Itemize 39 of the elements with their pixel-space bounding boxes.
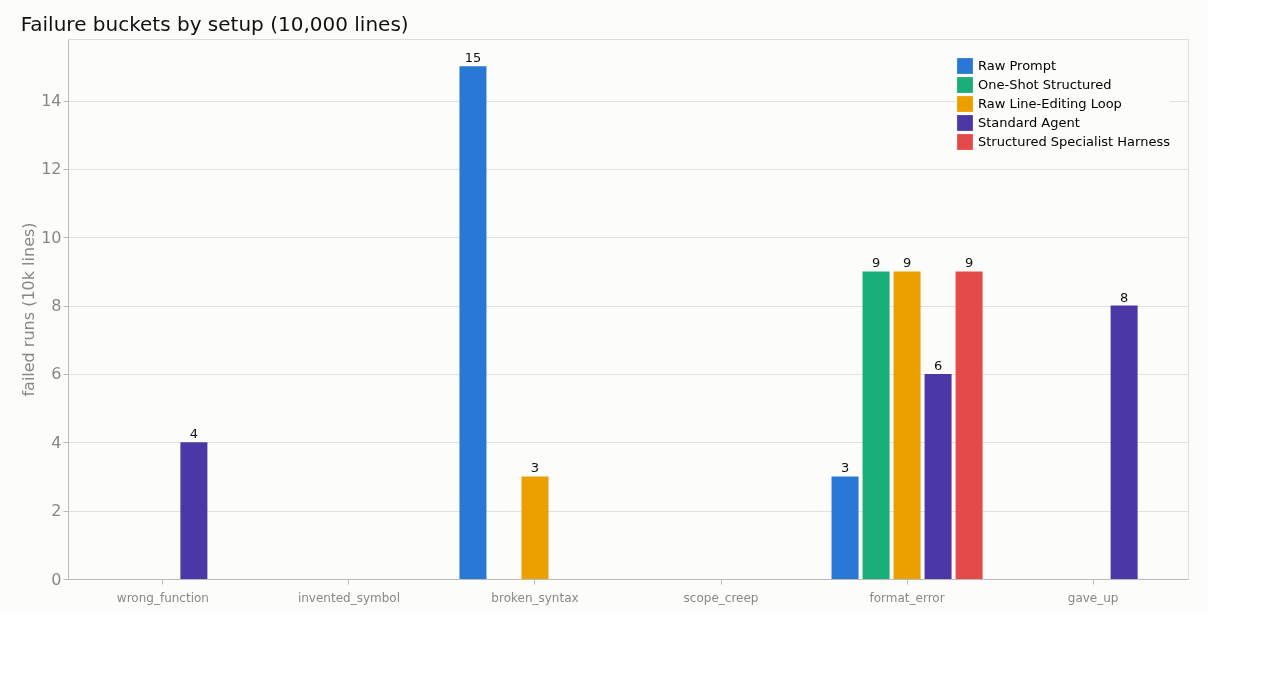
bar bbox=[831, 476, 859, 579]
y-tick-label: 8 bbox=[51, 296, 62, 316]
legend-label: One-Shot Structured bbox=[978, 77, 1112, 92]
bar bbox=[521, 476, 549, 579]
x-tick-label: format_error bbox=[869, 590, 945, 605]
x-tick-label: wrong_function bbox=[116, 590, 209, 605]
y-tick-label: 14 bbox=[41, 91, 62, 111]
legend-label: Raw Prompt bbox=[978, 58, 1057, 73]
data-label: 3 bbox=[840, 460, 850, 476]
bar bbox=[459, 66, 487, 579]
chart-title: Failure buckets by setup (10,000 lines) bbox=[20, 12, 409, 36]
x-tick-label: scope_creep bbox=[683, 590, 759, 605]
data-label: 9 bbox=[964, 255, 974, 271]
y-tick-label: 4 bbox=[51, 432, 62, 452]
y-tick-label: 0 bbox=[51, 569, 62, 589]
x-tick-label: gave_up bbox=[1067, 590, 1119, 605]
y-axis-title: failed runs (10k lines) bbox=[19, 222, 39, 397]
bar bbox=[893, 271, 921, 579]
data-label: 9 bbox=[902, 255, 912, 271]
bar bbox=[862, 271, 890, 579]
x-tick-label: broken_syntax bbox=[491, 590, 579, 605]
bar bbox=[955, 271, 983, 579]
legend-label: Structured Specialist Harness bbox=[978, 134, 1171, 149]
data-label: 4 bbox=[189, 426, 199, 442]
x-tick-label: invented_symbol bbox=[297, 590, 400, 605]
y-tick-label: 6 bbox=[51, 364, 62, 384]
y-tick-label: 12 bbox=[41, 159, 62, 179]
data-label: 9 bbox=[871, 255, 881, 271]
data-label: 15 bbox=[464, 50, 482, 66]
legend-label: Standard Agent bbox=[978, 115, 1080, 130]
data-label: 8 bbox=[1119, 289, 1129, 305]
bar bbox=[180, 442, 208, 579]
bar bbox=[924, 373, 952, 579]
y-tick-label: 2 bbox=[51, 501, 62, 521]
legend-label: Raw Line-Editing Loop bbox=[978, 96, 1122, 111]
bar bbox=[1110, 305, 1138, 579]
data-label: 3 bbox=[530, 460, 540, 476]
data-label: 6 bbox=[933, 357, 943, 373]
y-tick-label: 10 bbox=[41, 227, 62, 247]
